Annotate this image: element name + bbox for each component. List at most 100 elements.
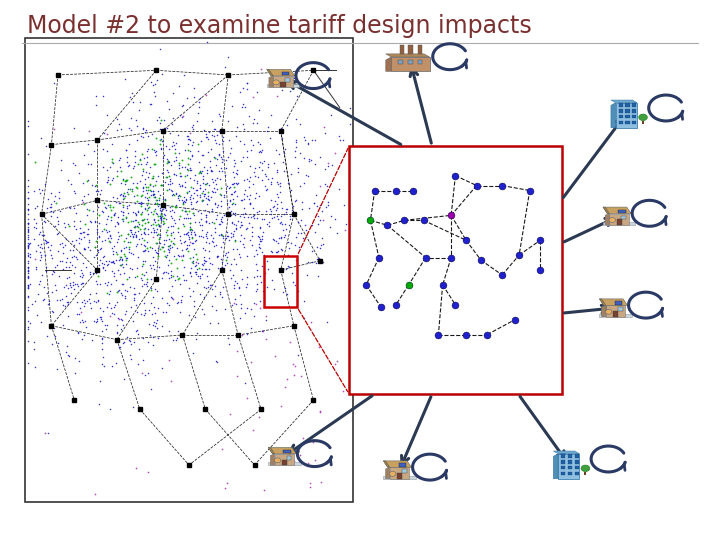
Point [200, 218, 212, 227]
Point [23, 273, 35, 281]
Point [139, 306, 150, 314]
Point [23, 117, 35, 126]
Point [269, 284, 280, 293]
Point [96, 333, 107, 342]
Point [131, 464, 143, 472]
Point [137, 183, 148, 191]
Point [180, 195, 192, 204]
Point [175, 252, 186, 261]
Point [153, 211, 164, 220]
Point [72, 328, 84, 336]
Point [204, 163, 216, 171]
Point [158, 214, 170, 222]
Point [149, 218, 161, 227]
Point [120, 75, 131, 83]
Point [111, 359, 122, 367]
Point [42, 289, 53, 298]
Point [49, 281, 60, 290]
Polygon shape [554, 454, 558, 478]
Point [176, 195, 188, 204]
Point [128, 222, 140, 231]
Point [95, 243, 107, 252]
Point [171, 264, 183, 273]
Point [140, 219, 151, 227]
Point [315, 406, 326, 415]
Point [144, 243, 156, 252]
Point [143, 168, 154, 177]
Point [133, 106, 145, 114]
Point [292, 218, 303, 226]
Point [251, 249, 263, 258]
Point [142, 210, 153, 218]
Point [184, 206, 195, 215]
Point [64, 352, 76, 360]
Point [115, 190, 127, 198]
Point [229, 254, 240, 263]
Point [161, 186, 173, 194]
Point [302, 258, 314, 267]
Point [140, 183, 152, 191]
Point [23, 228, 35, 237]
Point [91, 225, 103, 234]
Point [219, 251, 230, 260]
Point [170, 202, 181, 211]
Point [91, 316, 103, 325]
Point [298, 296, 310, 305]
Point [191, 197, 202, 205]
Point [214, 167, 225, 176]
Point [137, 260, 148, 268]
Point [212, 200, 223, 209]
Point [45, 241, 57, 249]
Point [23, 251, 35, 259]
Point [235, 252, 246, 261]
FancyBboxPatch shape [621, 215, 626, 219]
Point [189, 228, 200, 237]
Point [112, 321, 123, 329]
Point [174, 149, 185, 158]
Point [117, 217, 129, 225]
Point [142, 173, 153, 181]
Point [112, 220, 124, 228]
Point [115, 325, 127, 334]
Point [312, 254, 323, 263]
Polygon shape [384, 461, 390, 467]
Point [184, 269, 196, 278]
Point [281, 205, 292, 213]
Point [210, 154, 221, 163]
Point [192, 139, 204, 148]
Point [312, 212, 323, 220]
Point [319, 129, 330, 137]
Point [294, 450, 305, 459]
Point [143, 338, 154, 347]
Point [131, 308, 143, 316]
Point [78, 200, 89, 208]
Point [241, 175, 253, 184]
FancyBboxPatch shape [618, 210, 626, 213]
Point [255, 65, 266, 73]
Point [145, 299, 157, 308]
Point [220, 483, 231, 492]
Point [186, 234, 197, 242]
Polygon shape [599, 299, 627, 306]
Point [128, 230, 140, 238]
Point [198, 259, 210, 268]
Point [220, 248, 231, 257]
Point [238, 125, 250, 133]
Point [189, 231, 201, 239]
Point [134, 97, 145, 106]
Point [162, 158, 174, 167]
Point [125, 248, 137, 257]
Point [251, 213, 263, 222]
Point [170, 188, 181, 197]
Point [106, 158, 117, 167]
FancyBboxPatch shape [632, 104, 636, 107]
Point [23, 244, 35, 252]
Point [158, 269, 169, 278]
Point [162, 97, 174, 106]
Point [179, 172, 190, 180]
Point [198, 256, 210, 265]
Point [316, 234, 328, 242]
Point [23, 242, 35, 251]
Point [256, 166, 268, 174]
Point [143, 203, 155, 212]
